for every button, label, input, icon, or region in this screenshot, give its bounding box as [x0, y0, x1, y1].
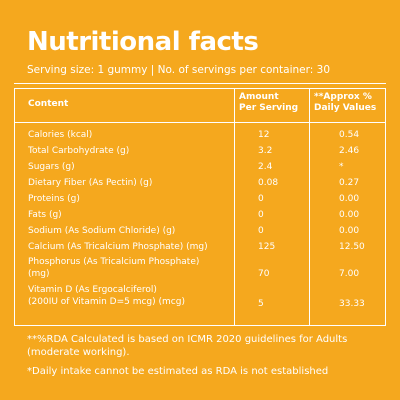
row-9-nutrient-line-0: Vitamin D (As Ergocalciferol)	[28, 285, 157, 295]
footnotes: **%RDA Calculated is based on ICMR 2020 …	[27, 333, 367, 384]
top-divider	[14, 83, 386, 84]
row-1-nutrient: Total Carbohydrate (g)	[28, 145, 129, 157]
row-3-amount: 0.08	[258, 178, 279, 188]
serving-info: Serving size: 1 gummy | No. of servings …	[27, 64, 331, 76]
row-8-nutrient-line-1: (mg)	[28, 269, 50, 279]
row-6-daily-value: 0.00	[339, 226, 360, 236]
row-7-amount: 125	[258, 242, 276, 252]
row-4-nutrient-line-0: Proteins (g)	[28, 194, 80, 204]
header-amount-line1: Amount	[239, 92, 279, 102]
column-divider-1	[234, 89, 235, 325]
row-8-nutrient-line-0: Phosphorus (As Tricalcium Phosphate)	[28, 257, 200, 267]
row-8-daily-value: 7.00	[339, 269, 360, 279]
footnote-rda-basis: **%RDA Calculated is based on ICMR 2020 …	[27, 334, 348, 358]
header-amount: Amount Per Serving	[239, 92, 298, 114]
row-0-amount: 12	[258, 130, 270, 140]
header-divider	[15, 122, 385, 123]
row-6-nutrient-line-0: Sodium (As Sodium Chloride) (g)	[28, 226, 176, 236]
row-5-nutrient-line-0: Fats (g)	[28, 210, 62, 220]
row-6-nutrient: Sodium (As Sodium Chloride) (g)	[28, 225, 175, 237]
row-7-nutrient: Calcium (As Tricalcium Phosphate) (mg)	[28, 241, 208, 253]
row-4-amount: 0	[258, 194, 264, 204]
column-divider-2	[309, 89, 310, 325]
row-4-nutrient: Proteins (g)	[28, 193, 80, 205]
row-1-amount: 3.2	[258, 146, 273, 156]
row-8-amount: 70	[258, 269, 270, 279]
row-0-daily-value: 0.54	[339, 130, 360, 140]
row-9-nutrient: Vitamin D (As Ergocalciferol) (200IU of V…	[28, 284, 185, 308]
nutrition-table: Content Amount Per Serving **Approx % Da…	[14, 88, 386, 326]
header-rda-line2: Daily Values	[314, 103, 377, 113]
row-2-nutrient-line-0: Sugars (g)	[28, 162, 75, 172]
row-1-daily-value: 2.46	[339, 146, 360, 156]
row-0-nutrient: Calories (kcal)	[28, 129, 92, 141]
row-5-amount: 0	[258, 210, 264, 220]
row-9-nutrient-line-1: (200IU of Vitamin D=5 mcg) (mcg)	[28, 297, 185, 307]
row-5-daily-value: 0.00	[339, 210, 360, 220]
page-title: Nutritional facts	[27, 27, 259, 57]
row-5-nutrient: Fats (g)	[28, 209, 62, 221]
row-2-nutrient: Sugars (g)	[28, 161, 75, 173]
row-6-amount: 0	[258, 226, 264, 236]
row-7-daily-value: 12.50	[339, 242, 365, 252]
header-rda-line1: **Approx %	[314, 92, 372, 102]
row-1-nutrient-line-0: Total Carbohydrate (g)	[28, 146, 130, 156]
row-9-daily-value: 33.33	[339, 299, 365, 309]
row-3-daily-value: 0.27	[339, 178, 360, 188]
row-2-daily-value: *	[339, 162, 344, 172]
header-amount-line2: Per Serving	[239, 103, 299, 113]
header-content: Content	[28, 99, 69, 109]
row-8-nutrient: Phosphorus (As Tricalcium Phosphate) (mg)	[28, 256, 199, 280]
footnote-not-established: *Daily intake cannot be estimated as RDA…	[27, 366, 329, 377]
row-0-nutrient-line-0: Calories (kcal)	[28, 130, 93, 140]
row-3-nutrient-line-0: Dietary Fiber (As Pectin) (g)	[28, 178, 153, 188]
row-3-nutrient: Dietary Fiber (As Pectin) (g)	[28, 177, 152, 189]
row-4-daily-value: 0.00	[339, 194, 360, 204]
row-7-nutrient-line-0: Calcium (As Tricalcium Phosphate) (mg)	[28, 242, 208, 252]
row-9-amount: 5	[258, 299, 264, 309]
row-2-amount: 2.4	[258, 162, 273, 172]
header-rda: **Approx % Daily Values	[314, 92, 376, 114]
